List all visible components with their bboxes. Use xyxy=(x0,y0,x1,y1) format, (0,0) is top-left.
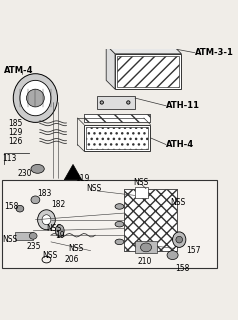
Text: NSS: NSS xyxy=(133,178,148,187)
Ellipse shape xyxy=(55,225,64,237)
Ellipse shape xyxy=(115,239,124,244)
Ellipse shape xyxy=(42,215,51,225)
Ellipse shape xyxy=(16,205,24,212)
Text: 113: 113 xyxy=(2,154,17,164)
Text: 129: 129 xyxy=(8,128,22,137)
Text: 230: 230 xyxy=(18,169,32,178)
Ellipse shape xyxy=(115,204,124,209)
Ellipse shape xyxy=(38,210,55,230)
Text: ATM-4: ATM-4 xyxy=(5,66,34,75)
Text: NSS: NSS xyxy=(46,224,62,233)
Text: NSS: NSS xyxy=(86,184,102,193)
Text: 157: 157 xyxy=(186,246,200,255)
Bar xyxy=(124,189,177,251)
Text: ATH-4: ATH-4 xyxy=(166,140,194,149)
Bar xyxy=(84,124,150,151)
Ellipse shape xyxy=(176,236,183,243)
Bar xyxy=(135,241,157,253)
Bar xyxy=(115,54,181,89)
Bar xyxy=(97,96,135,109)
Text: NSS: NSS xyxy=(2,235,17,244)
Ellipse shape xyxy=(173,232,186,247)
Ellipse shape xyxy=(100,101,104,104)
Bar xyxy=(135,187,148,198)
Text: 235: 235 xyxy=(27,242,41,251)
Text: 19: 19 xyxy=(55,231,64,240)
Polygon shape xyxy=(64,164,82,180)
Ellipse shape xyxy=(140,243,152,252)
Text: 185: 185 xyxy=(8,119,22,128)
Bar xyxy=(15,232,33,240)
Text: ATH-11: ATH-11 xyxy=(166,101,200,110)
Text: NSS: NSS xyxy=(42,251,57,260)
Ellipse shape xyxy=(20,80,51,116)
Ellipse shape xyxy=(127,101,130,104)
Text: 158: 158 xyxy=(5,202,19,211)
Text: 119: 119 xyxy=(75,174,89,183)
Bar xyxy=(2,180,217,268)
Polygon shape xyxy=(106,45,181,54)
Text: 158: 158 xyxy=(175,264,189,273)
Bar xyxy=(117,56,179,87)
Ellipse shape xyxy=(115,221,124,227)
Text: NSS: NSS xyxy=(69,244,84,253)
Bar xyxy=(89,129,146,147)
Text: NSS: NSS xyxy=(170,197,186,206)
Ellipse shape xyxy=(27,89,44,107)
Text: 210: 210 xyxy=(137,257,152,266)
Bar xyxy=(124,189,177,251)
Text: 206: 206 xyxy=(64,255,79,264)
Ellipse shape xyxy=(13,74,58,122)
Text: ATM-3-1: ATM-3-1 xyxy=(195,48,233,57)
Ellipse shape xyxy=(31,196,40,204)
Text: 182: 182 xyxy=(51,200,65,209)
Polygon shape xyxy=(106,45,115,89)
Ellipse shape xyxy=(167,251,178,260)
Ellipse shape xyxy=(31,164,44,173)
Ellipse shape xyxy=(29,233,37,239)
Bar xyxy=(84,114,150,122)
Text: 126: 126 xyxy=(8,137,22,146)
Bar xyxy=(84,114,150,122)
Bar xyxy=(86,127,148,149)
Text: 183: 183 xyxy=(38,189,52,198)
